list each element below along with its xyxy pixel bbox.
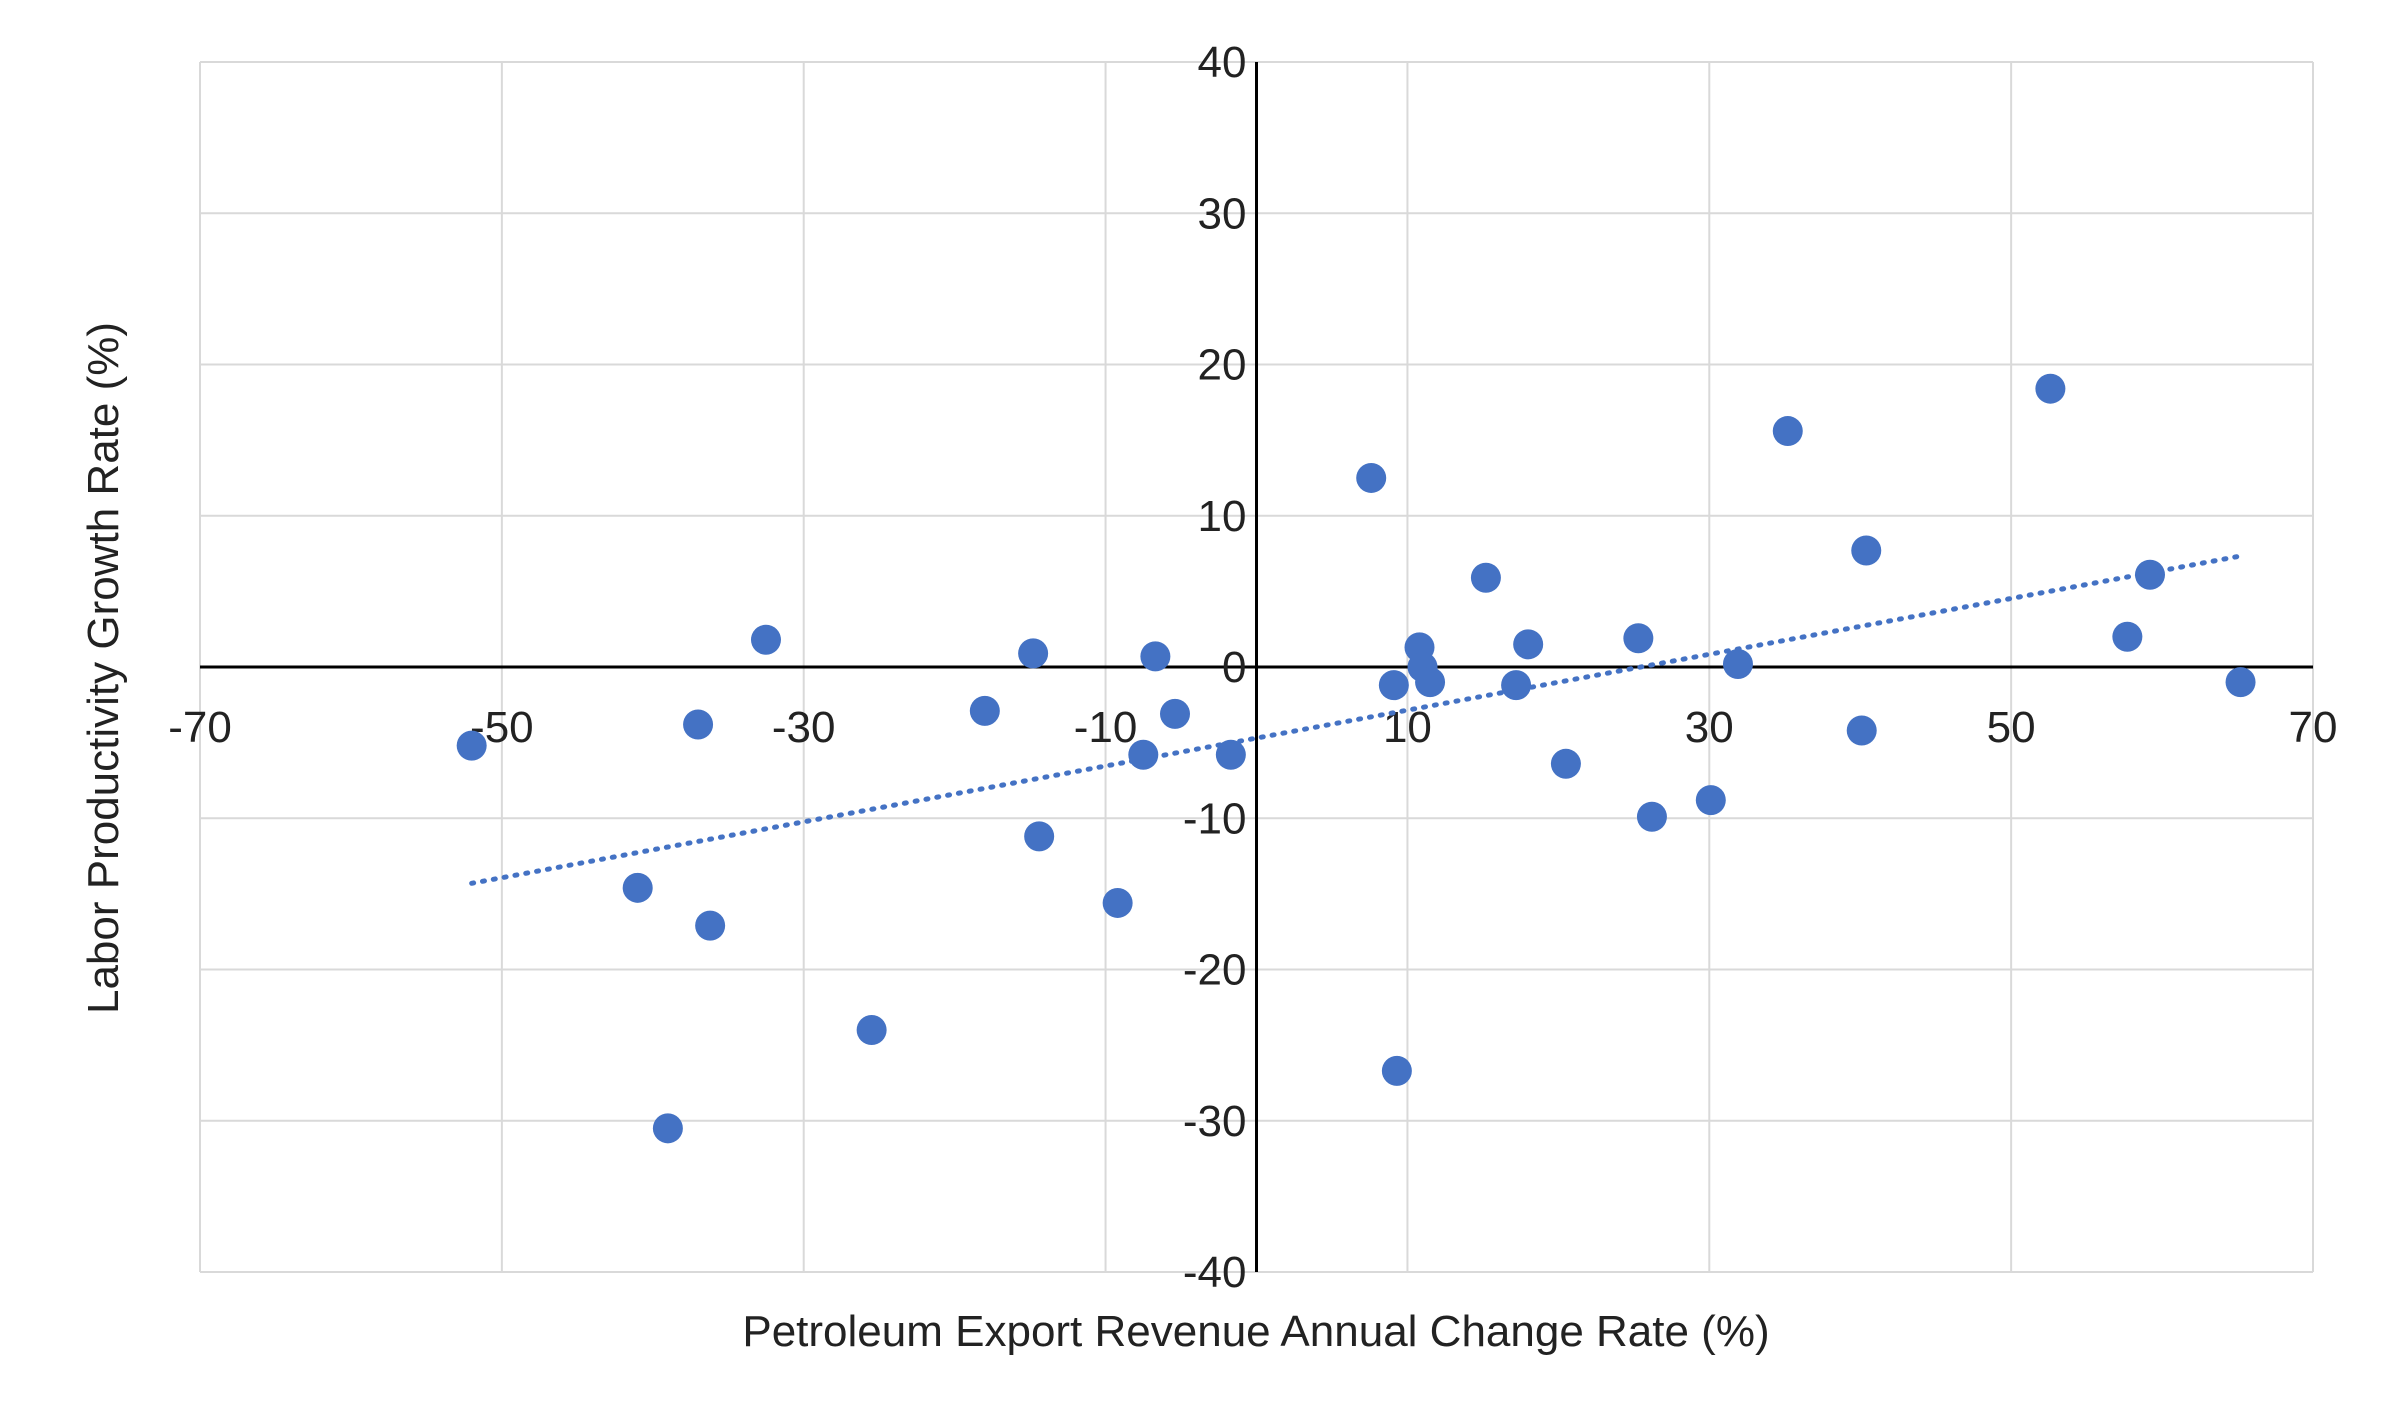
trendline-layer [469,554,2241,886]
y-tick-label: 30 [1198,189,1247,238]
data-point [1140,641,1171,672]
data-point [2112,621,2143,652]
data-point [1851,535,1882,566]
data-point [2035,373,2066,404]
data-point [2134,559,2165,590]
data-point [1378,670,1409,701]
x-tick-label: 50 [1987,703,2036,752]
data-point [1415,667,1446,698]
data-point [750,624,781,655]
data-point [1695,785,1726,816]
x-tick-label: 10 [1383,703,1432,752]
x-axis-title: Petroleum Export Revenue Annual Change R… [742,1307,1769,1356]
data-point [1772,416,1803,447]
data-point [1024,821,1055,852]
data-point [2225,667,2256,698]
y-tick-label: 40 [1198,38,1247,87]
data-point [856,1015,887,1045]
data-point [1128,739,1159,770]
data-point [652,1113,683,1144]
y-tick-label: -10 [1183,794,1247,843]
y-tick-label: 10 [1198,492,1247,541]
x-tick-label: 70 [2289,703,2338,752]
y-tick-label: -40 [1183,1248,1247,1297]
data-point [1636,801,1667,832]
data-point [1159,698,1190,729]
data-point [1018,638,1049,669]
data-point [622,872,653,903]
data-point [1356,462,1387,493]
y-tick-label: 20 [1198,341,1247,390]
x-tick-label: -30 [772,703,836,752]
trendline [469,554,2241,886]
data-point [1550,748,1581,779]
data-point [456,730,487,761]
data-point [683,709,714,740]
data-point [1623,623,1654,654]
data-point [1501,670,1532,701]
data-point [1722,648,1753,679]
y-tick-label: 0 [1222,643,1246,692]
x-tick-label: -70 [168,703,232,752]
data-point [1846,715,1877,746]
data-point [1513,629,1544,660]
data-point [1381,1055,1412,1086]
x-tick-label: 30 [1685,703,1734,752]
data-point [1215,739,1246,770]
data-point [695,910,726,941]
y-tick-label: -30 [1183,1097,1247,1146]
data-points [456,373,2256,1144]
x-tick-label: -10 [1074,703,1138,752]
data-point [969,695,1000,726]
data-point [1470,562,1501,593]
axes [200,62,2313,1272]
data-point [1102,887,1133,918]
y-tick-label: -20 [1183,946,1247,995]
y-axis-title: Labor Productivity Growth Rate (%) [79,322,128,1014]
